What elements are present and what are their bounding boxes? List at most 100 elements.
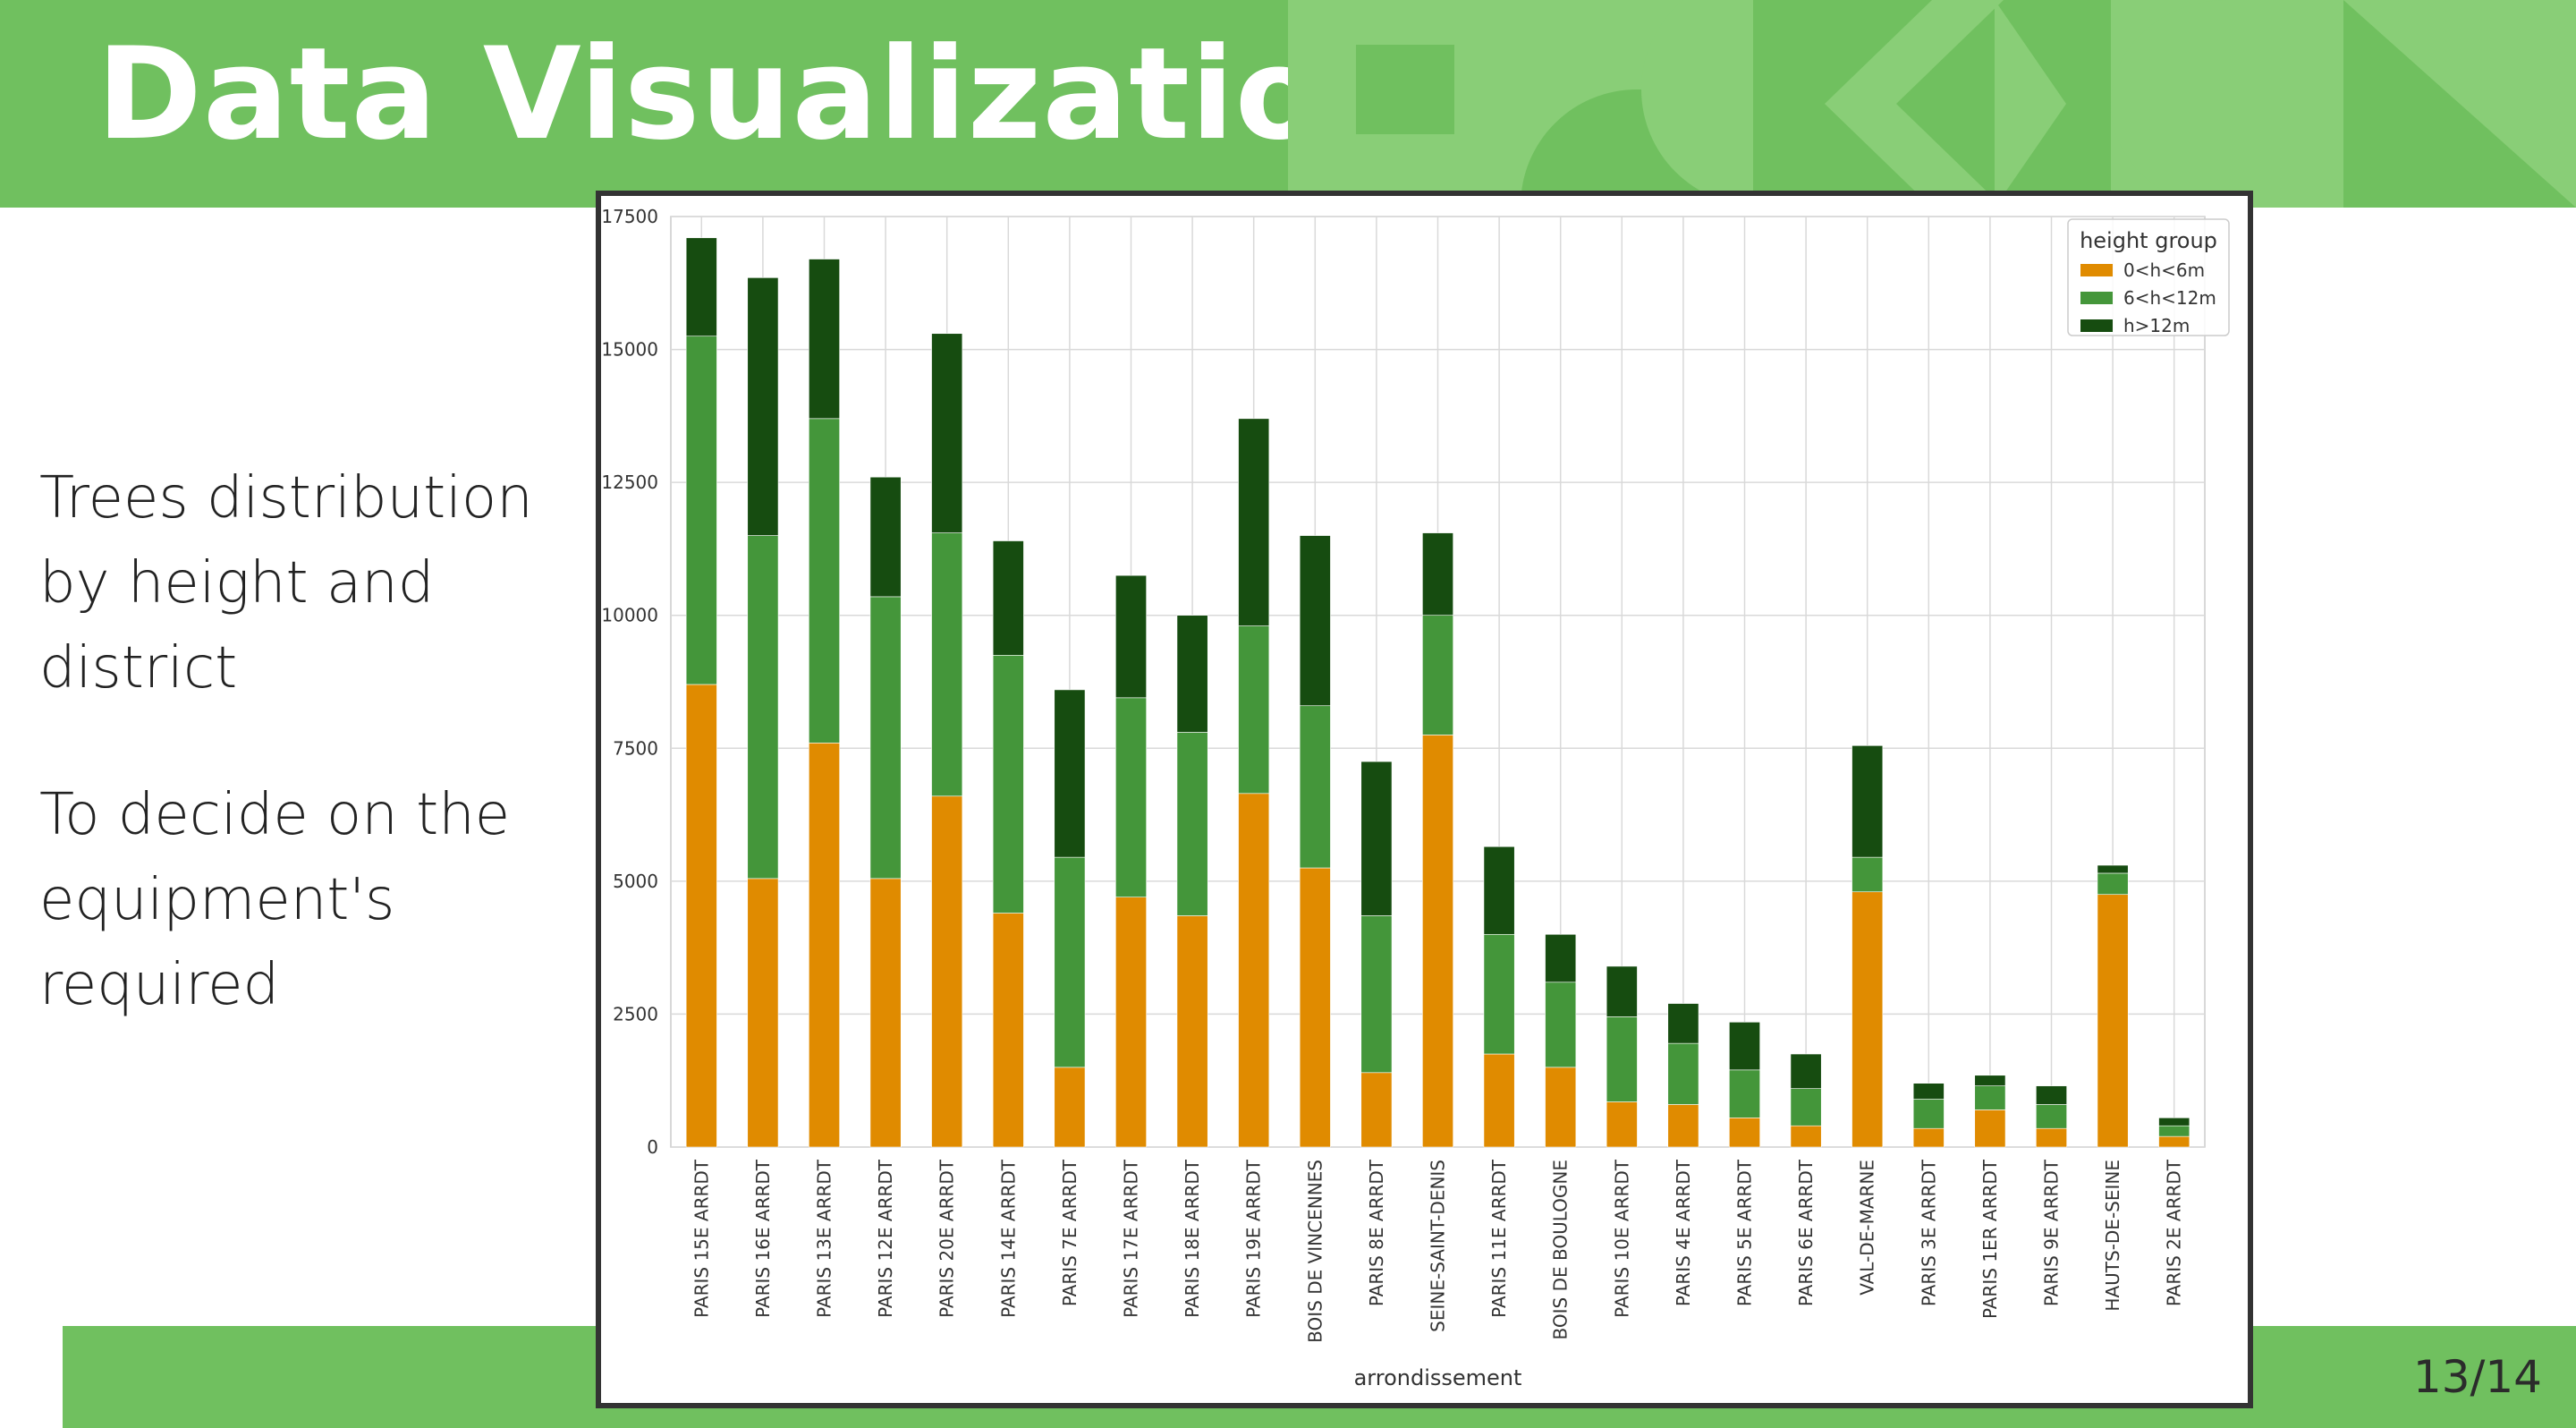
bar-segment (1545, 1067, 1577, 1148)
bar-segment (1054, 856, 1086, 1068)
x-tick-label: BOIS DE VINCENNES (1304, 1160, 1326, 1343)
bar-segment (1606, 1016, 1638, 1102)
bar-segment (809, 743, 840, 1148)
description-line: required (39, 952, 280, 1018)
description-line: equipment's (39, 867, 395, 933)
x-axis-ticks: PARIS 15E ARRDT PARIS 16E ARRDT PARIS 13E … (691, 1159, 2184, 1343)
bar-segment (1115, 697, 1147, 897)
x-tick-label: PARIS 20E ARRDT (936, 1159, 958, 1318)
bar-segment (931, 795, 963, 1148)
bar-segment (1299, 867, 1331, 1148)
chart-legend: height group 0<h<6m 6<h<12m h>12m (2067, 218, 2230, 336)
bar-segment (1912, 1127, 1945, 1148)
x-tick-label: PARIS 9E ARRDT (2041, 1159, 2063, 1306)
bar-segment (1790, 1125, 1822, 1148)
x-tick-label: PARIS 2E ARRDT (2164, 1159, 2185, 1306)
bar-segment (1545, 933, 1577, 983)
description-line: Trees distribution (39, 465, 533, 531)
bar-segment (685, 336, 717, 685)
bars (685, 237, 2190, 1148)
bar-segment (1606, 1101, 1638, 1148)
x-tick-label: PARIS 7E ARRDT (1059, 1159, 1080, 1306)
bar-segment (992, 913, 1024, 1148)
x-axis-label: arrondissement (1354, 1365, 1522, 1390)
x-tick-label: PARIS 8E ARRDT (1366, 1159, 1387, 1306)
bar-segment (2036, 1085, 2067, 1105)
page-number: 13/14 (2412, 1351, 2542, 1403)
bar-segment (1054, 689, 1086, 858)
x-tick-label: PARIS 17E ARRDT (1121, 1159, 1142, 1318)
bar-segment (1729, 1118, 1760, 1148)
bar-segment (1912, 1099, 1945, 1129)
bar-segment (1176, 732, 1208, 916)
x-tick-label: PARIS 11E ARRDT (1488, 1159, 1510, 1318)
bar-segment (1360, 1072, 1393, 1148)
bar-segment (1729, 1069, 1760, 1118)
stacked-bar-chart: 0 2500 5000 7500 10000 12500 15000 17500 PARIS … (601, 206, 2230, 1390)
diamond-shape (1825, 0, 2004, 208)
x-tick-label: PARIS 18E ARRDT (1182, 1159, 1203, 1318)
bar-segment (747, 277, 779, 536)
bar-segment (2158, 1118, 2190, 1126)
bar-segment (1115, 574, 1147, 699)
bar-segment (1483, 933, 1515, 1055)
bar-segment (1606, 965, 1638, 1017)
bar-segment (1238, 793, 1270, 1148)
legend-swatch (2080, 292, 2113, 304)
bar-segment (1360, 915, 1393, 1074)
bar-segment (2036, 1127, 2067, 1148)
bar-segment (1974, 1085, 2006, 1110)
bar-segment (1176, 615, 1208, 733)
bar-segment (992, 654, 1024, 914)
y-tick-label: 7500 (613, 737, 658, 759)
bar-segment (1299, 535, 1331, 707)
chart-frame: 0 2500 5000 7500 10000 12500 15000 17500 PARIS … (596, 191, 2253, 1408)
x-tick-label: VAL-DE-MARNE (1857, 1160, 1878, 1296)
header-banner: Data Visualization (0, 0, 2576, 208)
y-tick-label: 2500 (613, 1003, 658, 1024)
bar-segment (1667, 1042, 1699, 1105)
y-tick-label: 12500 (601, 472, 658, 493)
bar-segment (2097, 872, 2129, 896)
bar-segment (931, 532, 963, 797)
bar-segment (1790, 1088, 1822, 1126)
x-tick-label: PARIS 15E ARRDT (691, 1159, 712, 1318)
y-axis-ticks: 0 2500 5000 7500 10000 12500 15000 17500 (601, 206, 658, 1158)
x-tick-label: SEINE-SAINT-DENIS (1428, 1160, 1449, 1332)
bar-segment (685, 684, 717, 1148)
x-tick-label: PARIS 5E ARRDT (1734, 1159, 1756, 1306)
bar-segment (685, 237, 717, 337)
x-tick-label: PARIS 13E ARRDT (814, 1159, 835, 1318)
x-tick-label: PARIS 3E ARRDT (1918, 1159, 1939, 1306)
legend-swatch (2080, 264, 2113, 276)
bar-segment (2036, 1104, 2067, 1129)
bar-segment (1238, 625, 1270, 795)
description-line: district (39, 635, 238, 701)
bar-segment (1115, 897, 1147, 1148)
legend-swatch (2080, 319, 2113, 332)
legend-label: 0<h<6m (2123, 259, 2205, 281)
triangle-shape-right (2343, 0, 2576, 208)
bar-segment (1176, 915, 1208, 1148)
decorative-shapes (1288, 0, 2576, 208)
bar-segment (1483, 1053, 1515, 1148)
bar-segment (992, 540, 1024, 656)
bar-segment (1360, 761, 1393, 916)
bar-segment (1422, 615, 1453, 735)
legend-box (2067, 218, 2230, 336)
bar-segment (1422, 735, 1453, 1148)
bar-segment (1667, 1003, 1699, 1044)
legend-title: height group (2080, 228, 2217, 253)
x-tick-label: PARIS 4E ARRDT (1673, 1159, 1694, 1306)
y-tick-label: 17500 (601, 206, 658, 227)
page-title: Data Visualization (97, 21, 1415, 168)
x-tick-label: PARIS 1ER ARRDT (1979, 1159, 2001, 1319)
x-tick-label: PARIS 10E ARRDT (1611, 1159, 1632, 1318)
bar-segment (869, 596, 902, 880)
bar-segment (1852, 891, 1884, 1148)
bar-segment (1852, 856, 1884, 893)
description-paragraph-1: Trees distribution by height and distric… (39, 456, 576, 711)
description-line: by height and (39, 550, 435, 616)
bar-segment (747, 878, 779, 1148)
bar-segment (1790, 1053, 1822, 1089)
